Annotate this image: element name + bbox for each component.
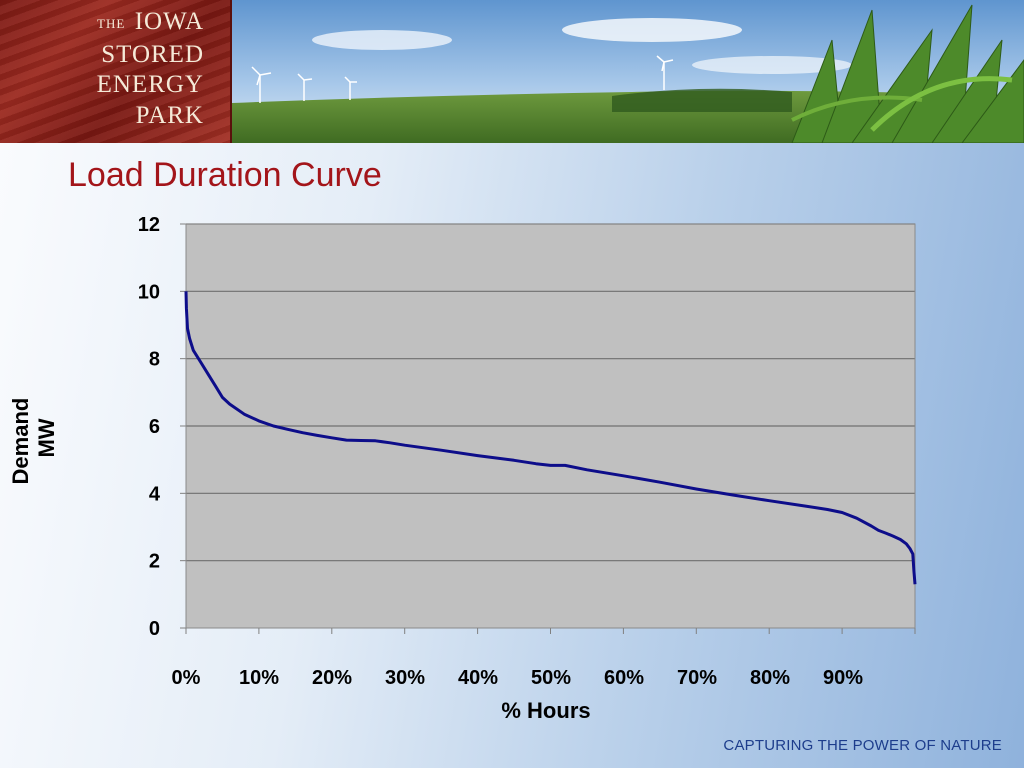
- x-axis-title: % Hours: [501, 698, 590, 723]
- y-tick-label: 10: [138, 281, 160, 303]
- y-tick-label: 4: [149, 483, 161, 505]
- wind-turbines: [251, 55, 674, 103]
- wind-farm-cornfield-photo: [232, 0, 1024, 143]
- corn-stalks: [791, 4, 1024, 143]
- x-tick-label: 80%: [750, 667, 790, 689]
- y-tick-labels: 0 2 4 6 8 10 12: [138, 214, 161, 640]
- x-tick-label: 50%: [531, 667, 571, 689]
- x-tick-label: 0%: [172, 667, 201, 689]
- y-tick-label: 0: [149, 618, 160, 640]
- logo-the: THE: [97, 16, 126, 31]
- y-axis-title-line-2: MW: [34, 418, 59, 457]
- y-axis-title: Demand MW: [8, 392, 59, 485]
- slide-footer-tagline: CAPTURING THE POWER OF NATURE: [723, 737, 1002, 754]
- x-tick-label: 40%: [458, 667, 498, 689]
- x-tick-label: 10%: [239, 667, 279, 689]
- x-tick-label: 60%: [604, 667, 644, 689]
- iowa-stored-energy-park-logo: THE IOWA STORED ENERGY PARK: [0, 0, 232, 143]
- logo-energy: ENERGY: [96, 71, 204, 98]
- y-tick-label: 6: [149, 416, 160, 438]
- x-tick-label: 90%: [823, 667, 863, 689]
- y-tick-label: 2: [149, 551, 160, 573]
- x-tick-label: 20%: [312, 667, 352, 689]
- logo-park: PARK: [135, 102, 204, 129]
- logo-iowa: IOWA: [134, 8, 204, 35]
- x-tick-labels: 0% 10% 20% 30% 40% 50% 60% 70% 80% 90%: [172, 667, 864, 689]
- y-tick-label: 8: [149, 349, 160, 371]
- slide-title: Load Duration Curve: [68, 156, 382, 194]
- logo-stored: STORED: [101, 41, 204, 68]
- x-tick-label: 70%: [677, 667, 717, 689]
- y-axis-title-line-1: Demand: [8, 398, 33, 485]
- demand-curve-line: [184, 291, 917, 585]
- y-tick-label: 12: [138, 214, 160, 236]
- x-tick-label: 30%: [385, 667, 425, 689]
- slide-header: THE IOWA STORED ENERGY PARK: [0, 0, 1024, 143]
